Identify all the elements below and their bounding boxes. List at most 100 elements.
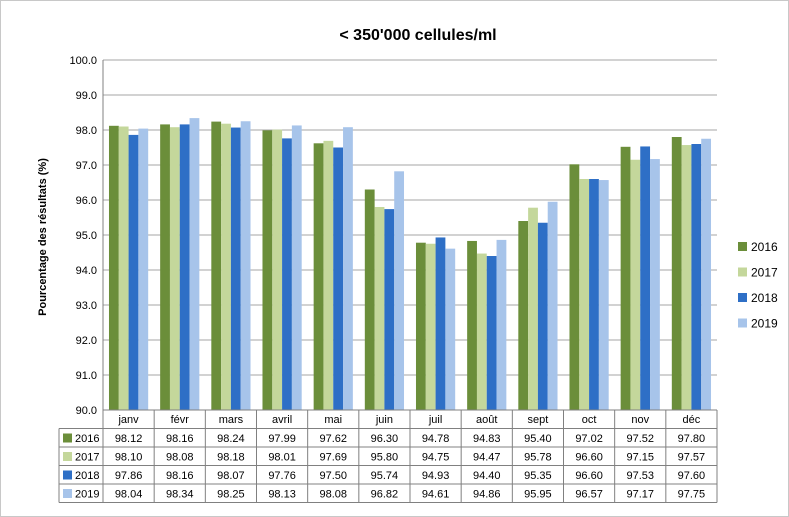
y-tick-label: 98.0 <box>76 125 97 137</box>
data-label: 98.34 <box>166 489 194 501</box>
table-key-swatch <box>63 489 72 498</box>
bar-2017-août <box>476 253 487 410</box>
bar-2018-juin <box>384 209 395 410</box>
bar-2019-mars <box>240 121 251 410</box>
data-label: 98.08 <box>166 452 194 464</box>
data-label: 95.78 <box>524 452 552 464</box>
bar-2017-nov <box>630 159 641 410</box>
bar-2016-déc <box>671 137 682 410</box>
data-label: 94.86 <box>473 489 501 501</box>
y-axis-label: Pourcentage des résultats (%) <box>37 158 49 316</box>
data-label: 94.61 <box>422 489 450 501</box>
legend-swatch <box>738 293 747 302</box>
table-series-label: 2018 <box>75 470 99 482</box>
bar-2019-août <box>496 239 507 410</box>
bar-2019-oct <box>598 180 609 410</box>
legend-swatch <box>738 318 747 328</box>
data-label: 97.15 <box>626 452 654 464</box>
y-tick-label: 91.0 <box>76 370 97 382</box>
bar-2016-sept <box>518 221 529 410</box>
data-label: 97.53 <box>626 470 654 482</box>
data-label: 96.60 <box>575 470 603 482</box>
data-label: 97.80 <box>678 433 706 445</box>
bar-2017-janv <box>118 126 129 410</box>
data-label: 97.02 <box>575 433 603 445</box>
data-label: 97.52 <box>626 433 654 445</box>
bar-2018-août <box>486 256 497 410</box>
x-tick-label: févr <box>171 414 190 426</box>
bar-2018-mai <box>333 147 344 410</box>
bar-2016-août <box>467 240 477 410</box>
data-label: 98.16 <box>166 470 194 482</box>
y-tick-label: 96.0 <box>76 195 97 207</box>
table-series-label: 2017 <box>75 452 99 464</box>
y-tick-label: 90.0 <box>76 405 97 417</box>
data-label: 94.83 <box>473 433 501 445</box>
data-label: 97.69 <box>319 452 347 464</box>
data-label: 96.30 <box>371 433 399 445</box>
bar-2017-déc <box>681 145 692 411</box>
data-label: 98.18 <box>217 452 245 464</box>
legend-swatch <box>738 242 747 251</box>
bar-2017-avril <box>272 129 283 410</box>
bar-2016-avril <box>262 130 273 410</box>
data-label: 97.86 <box>115 470 143 482</box>
y-tick-label: 100.0 <box>69 55 97 67</box>
data-label: 98.10 <box>115 452 143 464</box>
data-label: 95.95 <box>524 489 552 501</box>
data-label: 98.24 <box>217 433 245 445</box>
bar-2016-mai <box>313 143 324 411</box>
data-label: 94.78 <box>422 433 450 445</box>
x-tick-label: juin <box>375 414 393 426</box>
data-label: 97.50 <box>319 470 347 482</box>
data-label: 98.04 <box>115 489 143 501</box>
bar-2019-avril <box>291 125 302 410</box>
x-tick-label: nov <box>631 414 649 426</box>
bar-2019-nov <box>650 159 660 410</box>
data-label: 96.82 <box>371 489 399 501</box>
data-label: 98.25 <box>217 489 245 501</box>
bar-2018-févr <box>179 124 190 411</box>
table-key-swatch <box>63 452 72 461</box>
data-label: 97.99 <box>268 433 296 445</box>
bar-2017-sept <box>528 207 538 410</box>
x-tick-label: déc <box>683 414 701 426</box>
data-table: janv févr mars avril mai juin juil août sept oct n… <box>58 409 718 503</box>
y-tick-label: 97.0 <box>76 160 97 172</box>
data-label: 94.75 <box>422 452 450 464</box>
bar-2016-janv <box>108 125 119 411</box>
data-label: 97.60 <box>678 470 706 482</box>
bar-2018-sept <box>537 222 548 410</box>
bar-2018-déc <box>691 144 702 410</box>
y-tick-label: 99.0 <box>76 90 97 102</box>
bar-2017-juil <box>425 243 436 410</box>
data-label: 98.13 <box>268 489 296 501</box>
bar-2017-mars <box>221 123 231 410</box>
bar-2017-oct <box>579 179 590 410</box>
bar-2019-mai <box>343 127 353 410</box>
bar-2017-juin <box>374 207 385 410</box>
data-label: 97.17 <box>626 489 654 501</box>
data-label: 95.35 <box>524 470 552 482</box>
legend-label: 2018 <box>751 291 778 305</box>
legend: 2016 2017 2018 2019 <box>738 240 778 331</box>
data-label: 98.01 <box>268 452 296 464</box>
data-label: 98.07 <box>217 470 245 482</box>
table-key-swatch <box>63 433 72 443</box>
data-label: 94.47 <box>473 452 501 464</box>
data-label: 94.93 <box>422 470 450 482</box>
bar-2018-mars <box>230 127 241 411</box>
bar-2019-déc <box>701 138 712 410</box>
table-key-swatch <box>63 470 72 480</box>
bar-2019-juil <box>445 248 456 410</box>
x-tick-label: sept <box>528 414 549 426</box>
y-tick-label: 94.0 <box>76 265 97 277</box>
bar-2018-nov <box>640 146 651 410</box>
x-tick-label: mai <box>324 414 342 426</box>
x-tick-label: oct <box>582 414 597 426</box>
x-tick-label: janv <box>117 414 139 426</box>
data-label: 94.40 <box>473 470 501 482</box>
bar-2017-févr <box>169 127 180 410</box>
x-tick-label: août <box>476 414 497 426</box>
legend-label: 2016 <box>751 240 778 254</box>
